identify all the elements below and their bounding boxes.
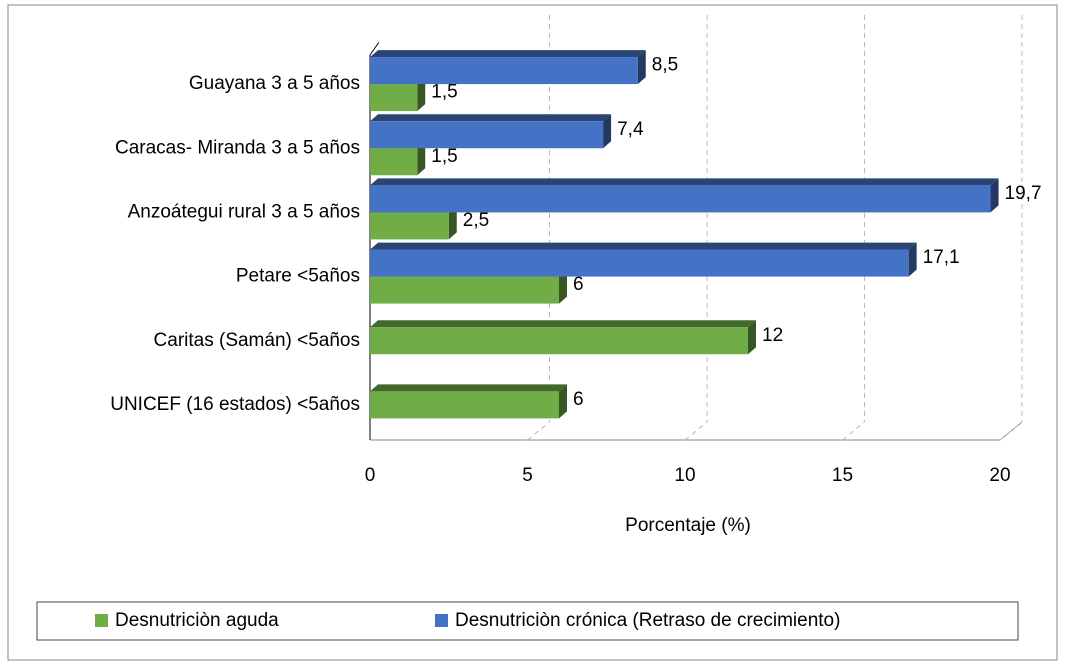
data-label: 19,7 [1005, 183, 1042, 204]
bar-front [370, 212, 449, 240]
bar-top [370, 242, 917, 250]
y-tick-label: Anzoátegui rural 3 a 5 años [128, 201, 360, 222]
data-label: 6 [573, 389, 584, 410]
bar-side [908, 242, 917, 277]
bar [370, 384, 567, 419]
data-label: 8,5 [652, 55, 678, 76]
bar-front [370, 121, 604, 149]
x-tick-label: 15 [832, 465, 853, 486]
axis-wall [369, 42, 380, 440]
bar-top [370, 384, 567, 392]
bar-top [370, 114, 612, 122]
y-tick-label: Petare <5años [236, 266, 360, 287]
bar-top [370, 50, 646, 58]
y-tick-label: Caritas (Samán) <5años [154, 330, 360, 351]
bar-top [370, 320, 756, 328]
bar-side [559, 269, 567, 304]
x-tick-label: 5 [522, 465, 533, 486]
bar [370, 50, 646, 85]
data-label: 7,4 [617, 119, 644, 140]
data-label: 2,5 [463, 210, 489, 231]
bar-front [370, 327, 748, 355]
bar-front [370, 57, 638, 85]
bar [370, 114, 612, 149]
x-tick-label: 20 [989, 465, 1010, 486]
bar-front [370, 84, 418, 112]
data-label: 12 [762, 325, 783, 346]
bar-side [417, 77, 426, 112]
bar-front [370, 148, 418, 176]
bar-front [370, 249, 909, 277]
grid-line [842, 421, 865, 441]
x-tick-label: 10 [674, 465, 695, 486]
legend-box [36, 601, 1019, 641]
legend-swatch [435, 614, 448, 627]
bar-front [370, 185, 991, 213]
bar-side [637, 50, 646, 85]
x-axis-label: Porcentaje (%) [625, 515, 751, 536]
bar [370, 320, 756, 355]
y-tick-label: Guayana 3 a 5 años [189, 73, 360, 94]
bar-top [370, 178, 999, 186]
bar-side [603, 114, 612, 149]
bar [370, 242, 917, 277]
bar-side [559, 384, 567, 419]
bar-side [990, 178, 999, 213]
legend-swatch [95, 614, 108, 627]
bar-side [448, 205, 457, 240]
data-label: 6 [573, 274, 584, 295]
data-label: 1,5 [431, 146, 457, 167]
grid-line [527, 421, 550, 441]
x-tick-label: 0 [365, 465, 376, 486]
bar-front [370, 276, 559, 304]
y-tick-label: Caracas- Miranda 3 a 5 años [115, 137, 360, 158]
grid-line [684, 421, 708, 441]
grid-line [999, 421, 1023, 441]
y-tick-label: UNICEF (16 estados) <5años [110, 394, 360, 415]
bar [370, 178, 999, 213]
legend-label: Desnutriciòn aguda [115, 610, 279, 631]
legend-label: Desnutriciòn crónica (Retraso de crecimi… [455, 610, 840, 631]
bar-side [417, 141, 426, 176]
data-label: 17,1 [923, 247, 960, 268]
bar-side [748, 320, 756, 355]
bar-front [370, 391, 559, 419]
data-label: 1,5 [431, 82, 457, 103]
